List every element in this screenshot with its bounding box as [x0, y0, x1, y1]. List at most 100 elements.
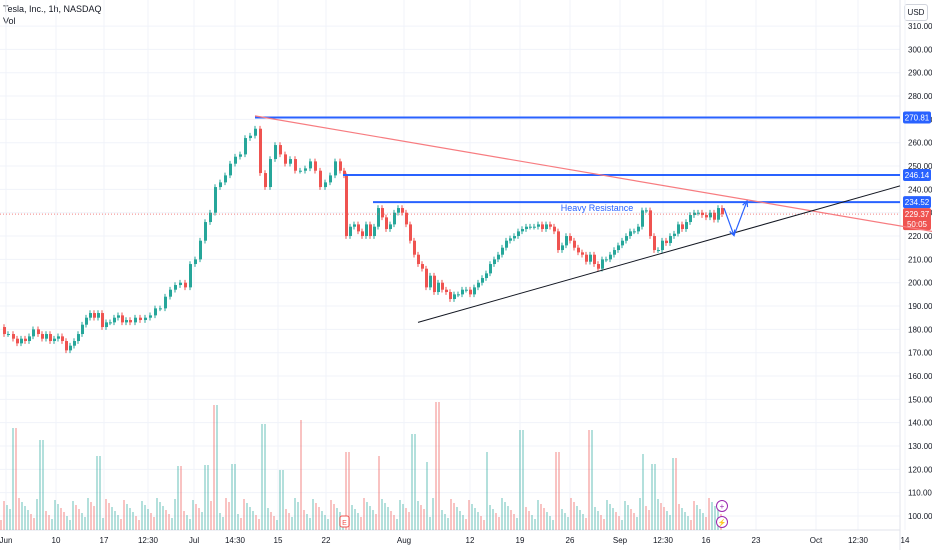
candle	[633, 231, 636, 233]
candle	[269, 159, 272, 188]
candle	[521, 229, 524, 232]
candle	[28, 336, 31, 342]
candle	[164, 296, 167, 309]
volume-bar	[117, 515, 119, 530]
volume-bar	[120, 519, 122, 530]
volume-bar	[714, 506, 716, 530]
volume-bar	[201, 512, 203, 530]
volume-bar	[480, 516, 482, 530]
candle	[81, 324, 84, 335]
candle	[144, 317, 147, 321]
volume-bar	[627, 505, 629, 530]
candle	[601, 259, 604, 269]
volume-bar	[261, 424, 263, 530]
candle	[545, 224, 548, 230]
candle	[339, 161, 342, 171]
candle	[721, 208, 724, 215]
volume-bar	[45, 511, 47, 530]
candle	[85, 317, 88, 325]
volume-bar	[705, 517, 707, 530]
candle	[609, 254, 612, 260]
level-price-tag	[903, 169, 931, 182]
volume-bar	[654, 464, 656, 530]
volume-bar	[552, 520, 554, 530]
volume-bar	[300, 420, 302, 530]
volume-bar	[312, 499, 314, 530]
volume-bar	[162, 506, 164, 530]
volume-bar	[462, 515, 464, 530]
volume-bar	[372, 510, 374, 530]
volume-bar	[519, 430, 521, 530]
candle	[445, 289, 448, 293]
volume-bar	[318, 507, 320, 530]
volume-bar	[258, 519, 260, 530]
volume-bar	[384, 503, 386, 530]
volume-bar	[255, 515, 257, 530]
candle	[174, 285, 177, 290]
volume-bar	[153, 517, 155, 530]
candle	[401, 208, 404, 213]
candle	[573, 240, 576, 248]
candle	[405, 212, 408, 225]
volume-bar	[492, 509, 494, 530]
candle	[613, 250, 616, 255]
candle	[319, 170, 322, 188]
volume-bar	[393, 515, 395, 530]
level-price-tag	[903, 111, 931, 124]
candle	[437, 282, 440, 293]
volume-bar	[540, 504, 542, 530]
x-tick-label: 14:30	[225, 536, 246, 545]
candle	[681, 224, 684, 230]
candle	[709, 212, 712, 218]
volume-bar	[195, 504, 197, 530]
volume-bar	[216, 405, 218, 530]
candle	[593, 254, 596, 265]
candle	[12, 334, 15, 339]
volume-bar	[249, 507, 251, 530]
candle	[457, 294, 460, 296]
candle	[665, 240, 668, 244]
volume-bar	[123, 500, 125, 530]
x-tick-label: 22	[322, 536, 331, 545]
candle	[61, 336, 64, 342]
volume-bar	[228, 502, 230, 530]
volume-bar	[522, 430, 524, 530]
candle	[589, 254, 592, 262]
volume-bar	[84, 517, 86, 530]
volume-bar	[612, 508, 614, 530]
volume-bar	[180, 466, 182, 530]
volume-bar	[60, 508, 62, 530]
volume-bar	[603, 519, 605, 530]
candle	[353, 224, 356, 227]
volume-bar	[330, 500, 332, 530]
candle	[184, 282, 187, 288]
volume-bar	[333, 504, 335, 530]
candle	[441, 282, 444, 290]
candle	[343, 170, 346, 176]
volume-bar	[648, 510, 650, 530]
candle	[117, 315, 120, 318]
candle	[234, 156, 237, 164]
candle	[537, 224, 540, 227]
y-tick-label: 140.00	[908, 419, 932, 428]
candle	[16, 338, 19, 344]
candle	[577, 247, 580, 253]
volume-bar	[309, 518, 311, 530]
volume-bar	[174, 499, 176, 530]
volume-bar	[672, 458, 674, 530]
volume-bar	[438, 402, 440, 530]
volume-bar	[378, 456, 380, 530]
candle	[689, 215, 692, 223]
candle	[109, 322, 112, 324]
candle	[134, 317, 137, 323]
volume-bar	[252, 511, 254, 530]
volume-bar	[489, 505, 491, 530]
volume-bar	[615, 512, 617, 530]
candle	[377, 208, 380, 227]
volume-bar	[513, 514, 515, 530]
volume-bar	[108, 503, 110, 530]
volume-bar	[681, 508, 683, 530]
candle	[65, 341, 68, 351]
